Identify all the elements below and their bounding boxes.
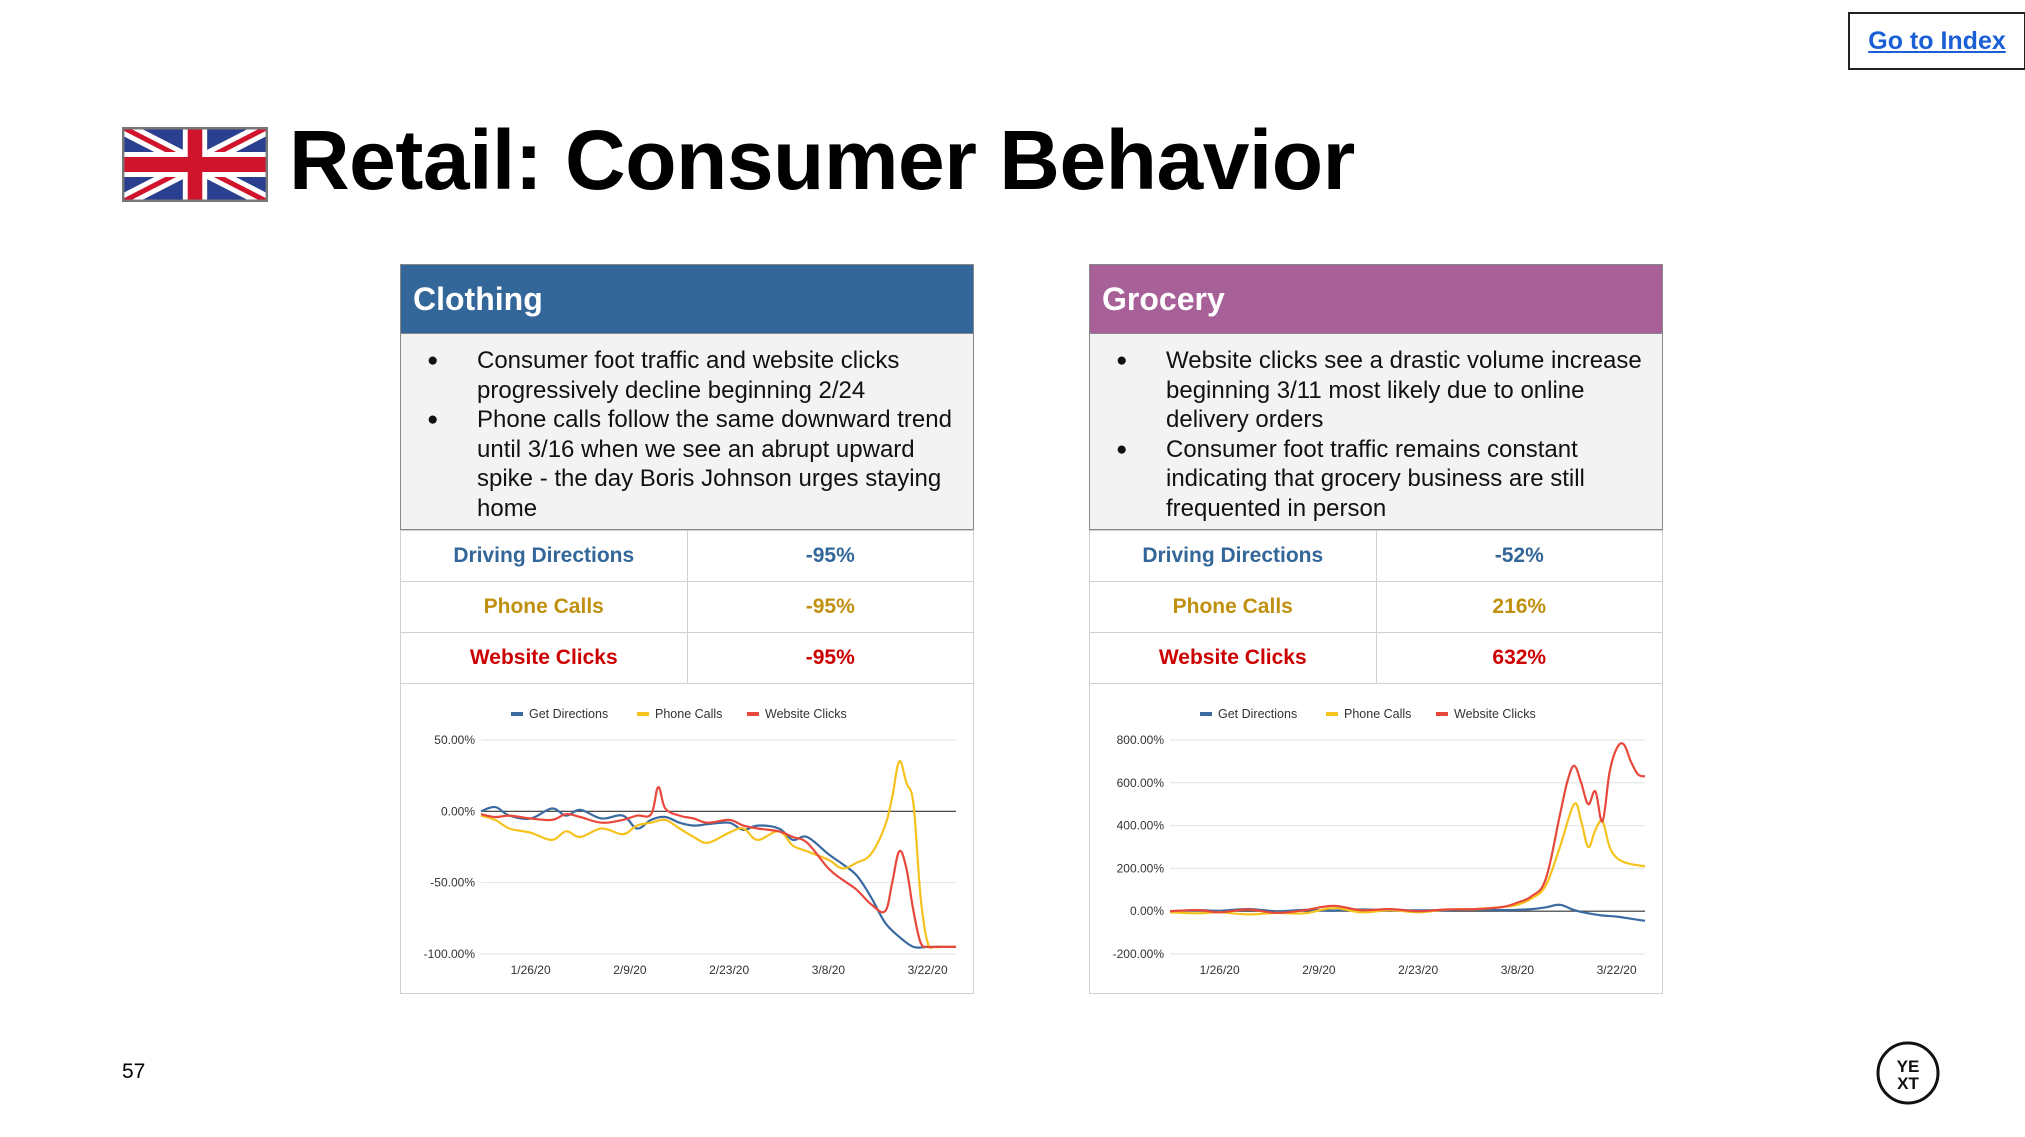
- grocery-stats-table: Driving Directions -52% Phone Calls 216%…: [1089, 530, 1663, 684]
- page-number: 57: [122, 1060, 146, 1083]
- x-tick-label: 2/9/20: [1302, 963, 1336, 977]
- page-title: Retail: Consumer Behavior: [289, 113, 1355, 207]
- stat-value-calls: 216%: [1375, 581, 1663, 633]
- clothing-line-chart: Get Directions Phone Calls Website Clicks 5…: [424, 707, 956, 977]
- stat-label-clicks: Website Clicks: [1089, 632, 1377, 684]
- logo-text-line1: YE: [1897, 1057, 1920, 1076]
- legend-label: Phone Calls: [1344, 707, 1411, 721]
- y-tick-label: 400.00%: [1117, 819, 1165, 833]
- grocery-panel: Grocery Website clicks see a drastic vol…: [1089, 264, 1663, 994]
- grocery-header: Grocery: [1089, 264, 1663, 334]
- y-tick-label: 800.00%: [1117, 733, 1165, 747]
- y-tick-label: 0.00%: [1130, 904, 1164, 918]
- stat-value-clicks: -95%: [686, 632, 974, 684]
- table-row: Phone Calls 216%: [1089, 581, 1663, 633]
- legend-label: Phone Calls: [655, 707, 722, 721]
- y-tick-label: 200.00%: [1117, 861, 1165, 875]
- logo-text-line2: XT: [1897, 1074, 1919, 1093]
- y-tick-label: -50.00%: [430, 876, 475, 890]
- y-tick-label: 50.00%: [434, 733, 475, 747]
- series-line-website-clicks: [480, 785, 956, 949]
- x-tick-label: 1/26/20: [511, 963, 551, 977]
- grocery-line-chart: Get Directions Phone Calls Website Clicks 8…: [1113, 707, 1646, 977]
- stat-value-directions: -95%: [686, 530, 974, 582]
- grocery-bullet: Website clicks see a drastic volume incr…: [1116, 346, 1648, 435]
- x-tick-label: 3/8/20: [812, 963, 846, 977]
- stat-label-calls: Phone Calls: [1089, 581, 1377, 633]
- y-tick-label: 600.00%: [1117, 776, 1165, 790]
- go-to-index-link[interactable]: Go to Index: [1848, 12, 2025, 70]
- x-tick-label: 2/9/20: [613, 963, 647, 977]
- yext-logo-icon: YE XT: [1876, 1041, 1940, 1105]
- stat-label-directions: Driving Directions: [400, 530, 688, 582]
- table-row: Driving Directions -95%: [400, 530, 974, 582]
- uk-flag-icon: [122, 127, 268, 202]
- table-row: Website Clicks -95%: [400, 632, 974, 684]
- y-tick-label: -100.00%: [424, 947, 476, 961]
- grocery-bullet: Consumer foot traffic remains constant i…: [1116, 435, 1648, 524]
- series-line-phone-calls: [480, 760, 956, 949]
- x-tick-label: 2/23/20: [709, 963, 749, 977]
- stat-label-clicks: Website Clicks: [400, 632, 688, 684]
- table-row: Website Clicks 632%: [1089, 632, 1663, 684]
- legend-label: Website Clicks: [1454, 707, 1536, 721]
- clothing-panel: Clothing Consumer foot traffic and websi…: [400, 264, 974, 994]
- clothing-chart-container: Get Directions Phone Calls Website Clicks 5…: [400, 684, 974, 994]
- clothing-bullet: Phone calls follow the same downward tre…: [427, 405, 959, 523]
- x-tick-label: 2/23/20: [1398, 963, 1438, 977]
- stat-label-calls: Phone Calls: [400, 581, 688, 633]
- table-row: Driving Directions -52%: [1089, 530, 1663, 582]
- stat-value-directions: -52%: [1375, 530, 1663, 582]
- legend-label: Get Directions: [1218, 707, 1297, 721]
- table-row: Phone Calls -95%: [400, 581, 974, 633]
- clothing-bullet: Consumer foot traffic and website clicks…: [427, 346, 959, 405]
- series-line-get-directions: [1169, 903, 1646, 922]
- clothing-bullets: Consumer foot traffic and website clicks…: [400, 334, 974, 530]
- stat-value-clicks: 632%: [1375, 632, 1663, 684]
- clothing-stats-table: Driving Directions -95% Phone Calls -95%…: [400, 530, 974, 684]
- y-tick-label: 0.00%: [441, 804, 475, 818]
- clothing-header: Clothing: [400, 264, 974, 334]
- x-tick-label: 3/8/20: [1501, 963, 1535, 977]
- series-line-website-clicks: [1169, 742, 1646, 915]
- stat-value-calls: -95%: [686, 581, 974, 633]
- series-line-get-directions: [480, 805, 956, 949]
- legend-label: Get Directions: [529, 707, 608, 721]
- y-tick-label: -200.00%: [1113, 947, 1165, 961]
- x-tick-label: 3/22/20: [1597, 963, 1637, 977]
- x-tick-label: 1/26/20: [1200, 963, 1240, 977]
- grocery-chart-container: Get Directions Phone Calls Website Clicks 8…: [1089, 684, 1663, 994]
- x-tick-label: 3/22/20: [908, 963, 948, 977]
- grocery-bullets: Website clicks see a drastic volume incr…: [1089, 334, 1663, 530]
- legend-label: Website Clicks: [765, 707, 847, 721]
- stat-label-directions: Driving Directions: [1089, 530, 1377, 582]
- series-line-phone-calls: [1169, 802, 1646, 916]
